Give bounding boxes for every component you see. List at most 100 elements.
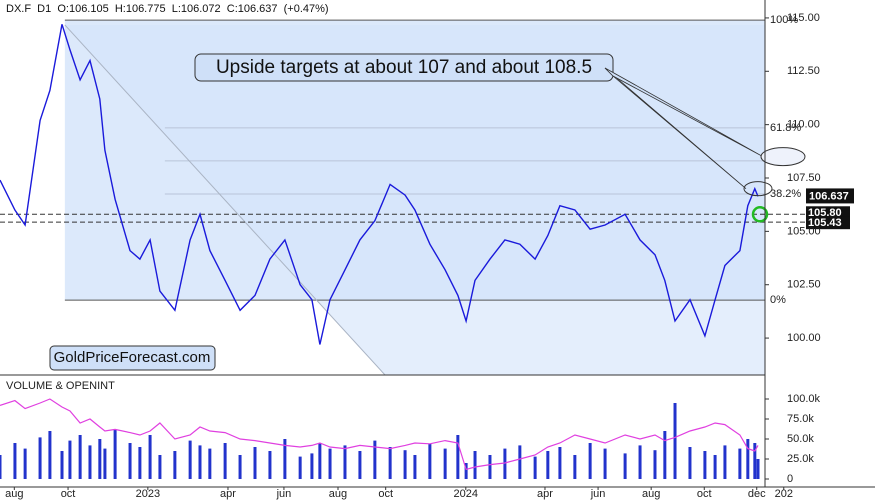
x-tick-label: 202 [775,488,793,500]
volume-bar [723,445,727,479]
volume-bar [98,439,102,479]
openint-line [0,398,759,471]
v-tick-label: 25.0k [787,453,814,465]
support-marker [751,206,769,223]
level-tag [806,206,850,220]
price-line [0,24,759,345]
volume-bar [456,435,460,479]
trendline [64,24,386,376]
volume-bar [318,443,322,479]
x-tick-label: apr [220,488,236,500]
fib-label: 61.8% [770,122,801,134]
x-tick-label: oct [697,488,712,500]
level-tag [806,216,850,230]
volume-bar [703,451,707,479]
y-tick-label: 102.50 [787,279,821,291]
volume-bar [443,448,447,479]
volume-bar [558,447,562,479]
y-tick-label: 105.00 [787,225,821,237]
v-tick-label: 50.0k [787,433,814,445]
volume-bar [268,451,272,479]
volume-bar [138,447,142,479]
v-tick-label: 100.0k [787,393,821,405]
volume-bar [343,445,347,479]
volume-bar [103,448,107,479]
chart-title: DX.F D1 O:106.105 H:106.775 L:106.072 C:… [6,3,329,15]
x-tick-label: jun [590,488,606,500]
volume-bar [464,463,468,479]
volume-title: VOLUME & OPENINT [6,380,115,392]
volume-bar [603,448,607,479]
y-tick-label: 110.00 [787,119,820,131]
volume-bar [653,450,657,479]
target-ellipse [760,147,806,167]
volume-bar [78,435,82,479]
volume-bar [253,447,257,479]
volume-bar [148,435,152,479]
volume-bar [738,448,742,479]
volume-bar [753,443,757,479]
volume-bar [588,443,592,479]
volume-bar [673,403,677,479]
y-tick-label: 100.00 [787,332,821,344]
volume-bar [328,448,332,479]
volume-bar [128,443,132,479]
volume-bar [310,453,314,479]
volume-bar [546,451,550,479]
annotation-box [194,53,614,82]
watermark-box [49,345,216,371]
x-tick-label: aug [5,488,23,500]
x-tick-label: 2023 [136,488,160,500]
volume-bar [473,451,477,479]
x-tick-label: aug [329,488,347,500]
x-tick-label: aug [642,488,660,500]
x-tick-label: oct [61,488,76,500]
y-tick-label: 112.50 [787,65,820,77]
volume-bar [358,451,362,479]
watermark: GoldPriceForecast.com [54,349,211,366]
volume-bar [373,440,377,479]
volume-bar [158,455,162,479]
volume-bar [503,448,507,479]
y-tick-label: 115.00 [787,12,820,24]
callout-arrow [604,67,764,158]
x-tick-label: apr [537,488,553,500]
y-tick-label: 107.50 [787,172,821,184]
volume-bar [518,445,522,479]
volume-bar [663,431,667,479]
volume-bar [198,445,202,479]
volume-bar [13,443,17,479]
volume-bar [573,455,577,479]
volume-bar [428,443,432,479]
fib-label: 100% [770,14,798,26]
volume-bar [68,440,72,479]
volume-bar [208,448,212,479]
volume-bar [38,437,42,479]
volume-bar [533,456,537,479]
volume-bar [283,439,287,479]
volume-bar [173,451,177,479]
price-tag [806,188,854,204]
x-tick-label: oct [378,488,393,500]
v-tick-label: 0 [787,473,793,485]
volume-bar [688,447,692,479]
v-tick-label: 75.0k [787,413,814,425]
price-tag-label: 106.637 [809,190,849,202]
volume-bar [48,431,52,479]
x-tick-label: 2024 [454,488,478,500]
fib-label: 38.2% [770,188,801,200]
volume-bar [238,455,242,479]
volume-bar [23,448,27,479]
volume-bar [388,447,392,479]
x-tick-label: jun [276,488,292,500]
target-ellipse [743,181,773,197]
volume-bar [223,443,227,479]
volume-bar [113,429,117,479]
volume-bar [746,439,750,479]
level-label: 105.43 [808,217,842,229]
x-tick-label: dec [748,488,766,500]
annotation: Upside targets at about 107 and about 10… [216,57,592,78]
volume-bar [413,455,417,479]
volume-bar [0,455,2,479]
